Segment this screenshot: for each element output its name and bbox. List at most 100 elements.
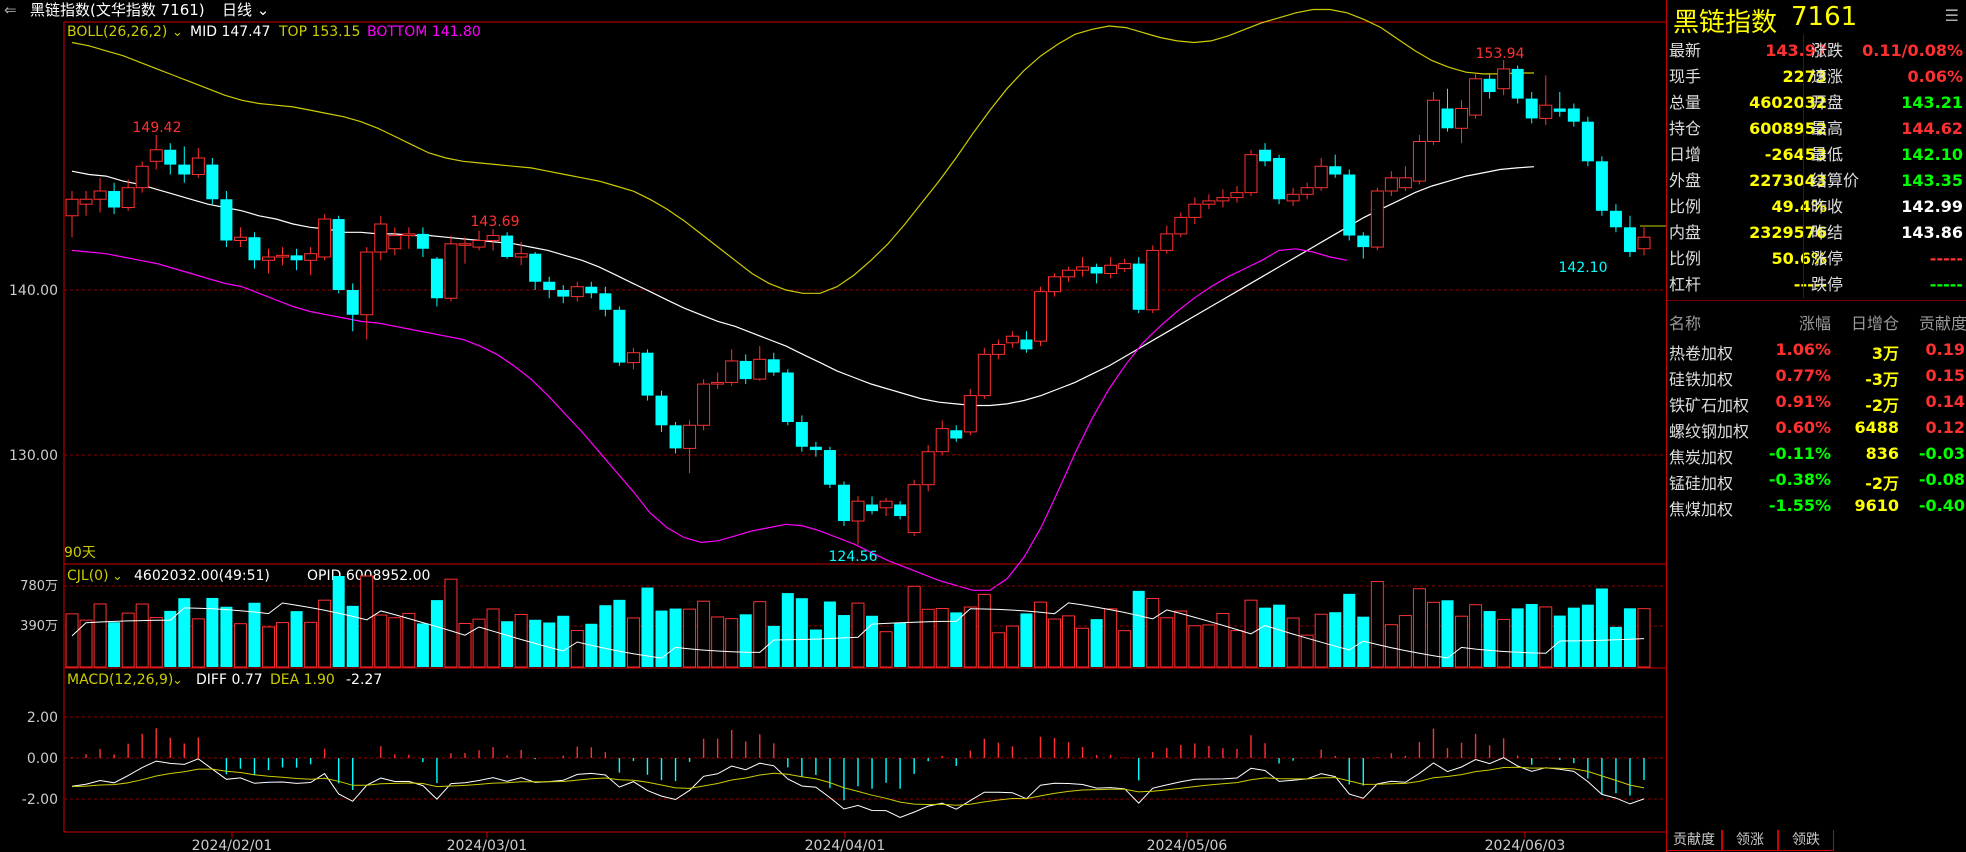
candle-body (1273, 158, 1286, 200)
candle (206, 158, 219, 205)
candle (248, 232, 261, 269)
component-change: -1.55% (1768, 496, 1831, 515)
candle-body (626, 352, 640, 364)
volume-bar (374, 614, 388, 668)
quote-label: 总量 (1669, 93, 1702, 112)
volume-bar (1259, 607, 1272, 667)
x-tick-label: 2024/06/03 (1485, 838, 1566, 852)
period-dropdown[interactable]: 日线 ⌄ (222, 0, 269, 20)
candle-body (1244, 154, 1258, 194)
component-change: 0.60% (1775, 418, 1831, 437)
price-tick-label: 130.00 (9, 448, 58, 464)
component-contribution: 0.15 (1925, 366, 1965, 385)
candle-body (781, 372, 794, 422)
volume-bar (79, 619, 93, 668)
candle-body (1174, 216, 1188, 235)
candle-body (65, 198, 79, 217)
candle (149, 134, 163, 170)
table-header: 日增仓 (1850, 314, 1899, 333)
back-icon[interactable]: ⇐ (4, 1, 17, 19)
component-name[interactable]: 硅铁加权 (1669, 370, 1734, 389)
candle (1637, 227, 1651, 256)
quote-value: 2273043 (1749, 171, 1827, 190)
candle-body (683, 424, 697, 449)
candle (711, 372, 725, 389)
candle (935, 420, 949, 455)
component-name[interactable]: 螺纹钢加权 (1669, 422, 1750, 441)
boll-legend-label: BOLL(26,26,2) (67, 24, 167, 40)
candle (1146, 245, 1160, 314)
candle (613, 306, 626, 366)
candle (991, 339, 1005, 360)
candle (472, 230, 486, 251)
candle (1623, 215, 1636, 257)
candle (585, 281, 598, 299)
volume-bar (1188, 625, 1202, 668)
quote-value: 0.11/0.08% (1862, 41, 1963, 60)
candle (1455, 100, 1469, 144)
boll-mid-label: MID 147.47 (190, 24, 270, 40)
table-header: 涨幅 (1798, 314, 1831, 333)
component-name[interactable]: 热卷加权 (1669, 344, 1734, 363)
candle (1609, 204, 1622, 233)
volume-bar (767, 625, 780, 667)
candle-body (1188, 203, 1202, 218)
component-name[interactable]: 焦炭加权 (1669, 448, 1734, 467)
quote-value: 4602032 (1749, 93, 1827, 112)
volume-bar (1174, 610, 1188, 668)
candle-body (1048, 276, 1061, 293)
candle-body (1553, 108, 1566, 112)
tab-leading-up[interactable]: 领涨 (1722, 830, 1778, 851)
tab-contribution[interactable]: 贡献度 (1666, 830, 1722, 851)
candle-body (1216, 197, 1230, 202)
candle (79, 191, 93, 216)
tab-leading-down[interactable]: 领跌 (1778, 830, 1834, 851)
component-change: 0.77% (1775, 366, 1831, 385)
candle-body (1384, 177, 1398, 192)
candle-body (585, 286, 598, 294)
component-name[interactable]: 焦煤加权 (1669, 500, 1734, 519)
candle-body (121, 187, 135, 208)
candle (683, 420, 697, 474)
quote-label: 持仓 (1669, 119, 1702, 138)
component-change: 1.06% (1775, 340, 1831, 359)
component-name[interactable]: 锰硅加权 (1669, 474, 1734, 493)
volume-bar (851, 602, 865, 668)
volume-bar (739, 614, 752, 667)
candle (1412, 134, 1426, 185)
volume-bar (1384, 624, 1398, 668)
x-tick-label: 2024/03/01 (447, 838, 528, 852)
candle-body (514, 253, 528, 258)
candle-body (220, 199, 233, 241)
opid-line (71, 602, 1645, 659)
quote-label: 现手 (1669, 67, 1702, 86)
candle (1567, 103, 1580, 127)
candle (963, 389, 977, 436)
candle (486, 229, 500, 251)
quote-value: ----- (1929, 249, 1963, 268)
component-contribution: 0.12 (1925, 418, 1965, 437)
candle (108, 182, 121, 215)
candle-body (767, 359, 780, 373)
volume-bar (809, 629, 822, 667)
volume-bar (907, 585, 921, 668)
volume-bar (570, 630, 584, 668)
kline-chart[interactable]: 140.00 130.00 BOLL(26,26,2) ⌄ MID 147.47 TOP … (0, 0, 1666, 852)
candle-body (1300, 187, 1314, 195)
macd-value-label: -2.27 (346, 672, 382, 688)
candle (1216, 189, 1230, 208)
candle (388, 227, 402, 256)
menu-icon[interactable]: ☰ (1944, 6, 1959, 25)
candle (220, 191, 233, 248)
candle (1497, 59, 1511, 96)
candle-body (894, 504, 907, 517)
x-tick-label: 2024/02/01 (192, 838, 273, 852)
quote-value: -26453 (1764, 145, 1827, 164)
component-name[interactable]: 铁矿石加权 (1669, 396, 1750, 415)
x-tick-label: 2024/04/01 (805, 838, 886, 852)
price-tick-label: 140.00 (9, 283, 58, 299)
volume-bar (1062, 615, 1076, 668)
candle (1370, 187, 1384, 251)
candle (626, 347, 640, 370)
candle-body (977, 353, 991, 397)
